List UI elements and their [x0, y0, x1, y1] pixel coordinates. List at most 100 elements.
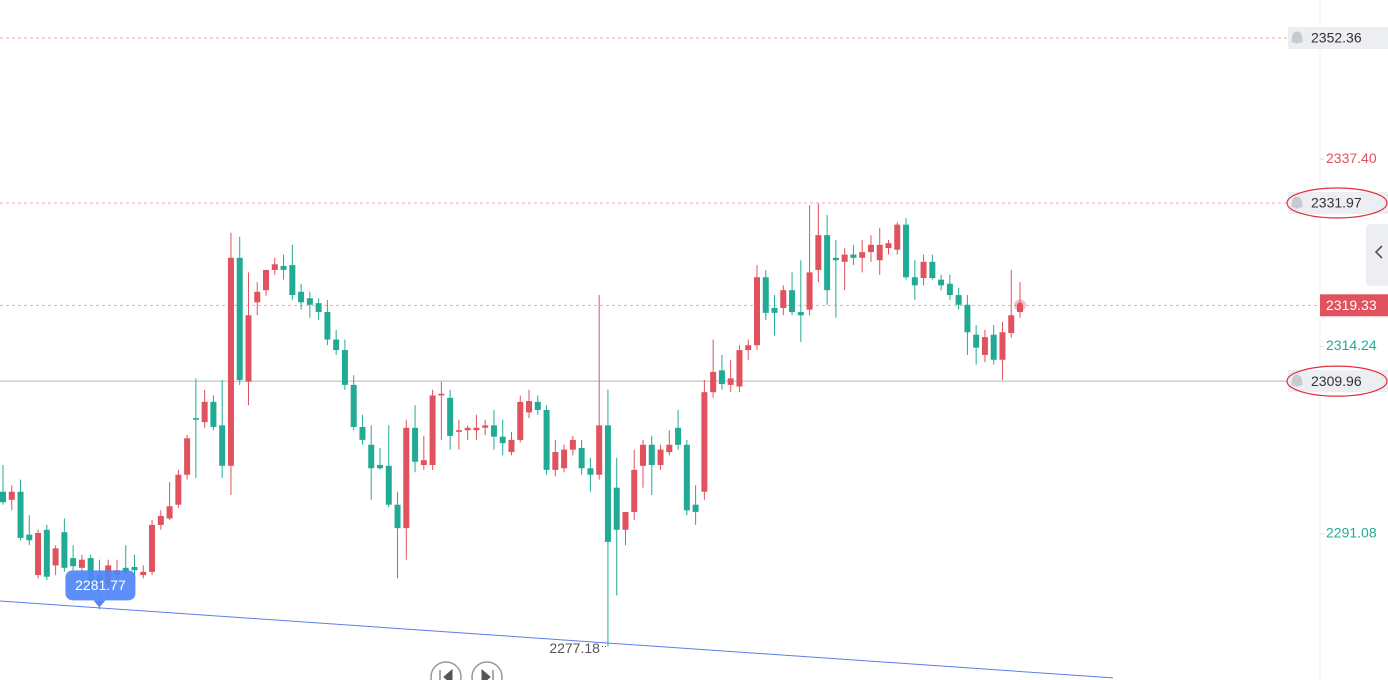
candle [631, 449, 638, 521]
candle-body [753, 277, 760, 346]
nav-button-forward[interactable] [471, 661, 503, 680]
candle [587, 457, 594, 492]
price-line-label: 2309.96 [1311, 373, 1362, 389]
candle [210, 395, 217, 431]
candle [780, 285, 787, 316]
candle-body [298, 291, 305, 303]
candle-body [876, 244, 883, 261]
candle [946, 274, 953, 300]
collapse-tab[interactable] [1366, 224, 1388, 286]
candle-body [385, 465, 392, 505]
candle [666, 430, 673, 456]
candle-body [806, 272, 813, 310]
candle [859, 239, 866, 273]
candle-body [824, 235, 831, 291]
candle-body [701, 392, 708, 492]
price-line-box [1288, 192, 1388, 215]
candle-body [622, 511, 629, 530]
back-icon[interactable] [439, 668, 453, 680]
candle-body [254, 291, 261, 303]
candle [324, 299, 331, 346]
candle-body [447, 397, 454, 436]
candle [289, 244, 296, 300]
candle [429, 389, 436, 470]
candle-body [631, 469, 638, 512]
candle [394, 491, 401, 579]
price-bubble-label: 2281.77 [75, 577, 126, 593]
candle [315, 298, 322, 321]
candle-body [201, 401, 208, 423]
candle-body [789, 290, 796, 313]
candle [490, 409, 497, 450]
candle-body [157, 516, 164, 525]
candle [832, 239, 839, 318]
price-bubble [65, 570, 136, 601]
candle-body [797, 312, 804, 316]
candle [561, 444, 568, 473]
candle-body [473, 427, 480, 431]
candle [657, 444, 664, 470]
candle [420, 435, 427, 470]
chevron[interactable] [1374, 245, 1383, 259]
candle-body [263, 269, 270, 291]
collapse-tab-bg[interactable] [1366, 224, 1388, 286]
candle-body [920, 261, 927, 279]
candle-body [727, 378, 734, 385]
alert-bell [1291, 196, 1303, 209]
candle-body [718, 370, 725, 385]
candle-body [692, 504, 699, 512]
candle-body [526, 401, 533, 413]
candle-body [175, 474, 182, 505]
candle [929, 254, 936, 280]
candle [938, 274, 945, 291]
trendline [0, 600, 1114, 679]
candle-body [341, 350, 348, 385]
candle-body [745, 345, 752, 351]
candle [789, 272, 796, 316]
candle-body [675, 427, 682, 445]
candle-body [420, 460, 427, 466]
candle [876, 227, 883, 275]
candle-body [534, 401, 541, 410]
nav-button-back[interactable] [430, 661, 462, 680]
candle-body [43, 529, 50, 577]
low-label: 2277.18 [549, 640, 600, 656]
candle [613, 457, 620, 596]
candle [254, 282, 261, 316]
candle [140, 565, 147, 579]
candle [815, 203, 822, 283]
candle [175, 469, 182, 508]
candle [797, 260, 804, 342]
candle-body [946, 283, 953, 296]
highlight-ellipse [1286, 187, 1388, 219]
candle [648, 435, 655, 495]
candle [710, 339, 717, 398]
candle [499, 419, 506, 456]
candle [526, 389, 533, 419]
candle-body [210, 401, 217, 427]
candle [771, 295, 778, 336]
candle-body [832, 257, 839, 261]
candle-body [8, 491, 15, 500]
candle-body [640, 444, 647, 466]
candle-body [324, 312, 331, 340]
candle [350, 375, 357, 431]
candle-body [543, 409, 550, 470]
candle [52, 545, 59, 576]
candle-body [815, 235, 822, 270]
candle-body [859, 252, 866, 258]
candle [578, 439, 585, 475]
candle-body [394, 504, 401, 529]
candle [604, 389, 611, 647]
candle [17, 479, 24, 541]
candle [43, 524, 50, 580]
candle [850, 244, 857, 266]
candle [298, 283, 305, 310]
candle-body [894, 224, 901, 250]
candle-body [289, 265, 296, 296]
candle [385, 425, 392, 508]
candle [236, 236, 243, 385]
candle-body [648, 444, 655, 466]
forward-icon[interactable] [481, 668, 494, 680]
